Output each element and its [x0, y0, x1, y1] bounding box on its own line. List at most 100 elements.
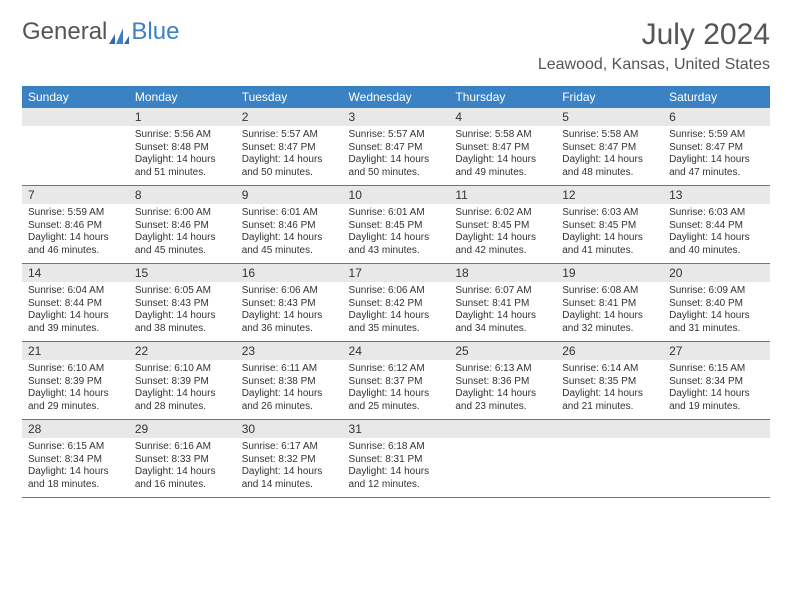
sunset-text: Sunset: 8:40 PM: [669, 298, 764, 311]
sunset-text: Sunset: 8:45 PM: [349, 220, 444, 233]
calendar-page: General Blue July 2024 Leawood, Kansas, …: [0, 0, 792, 612]
sunrise-text: Sunrise: 6:15 AM: [669, 363, 764, 376]
col-sunday: Sunday: [22, 86, 129, 108]
calendar-cell: 14Sunrise: 6:04 AMSunset: 8:44 PMDayligh…: [22, 264, 129, 342]
day-number: 10: [343, 186, 450, 204]
day-content: Sunrise: 6:01 AMSunset: 8:46 PMDaylight:…: [236, 204, 343, 263]
sunset-text: Sunset: 8:47 PM: [669, 142, 764, 155]
day-content: Sunrise: 6:03 AMSunset: 8:45 PMDaylight:…: [556, 204, 663, 263]
sunrise-text: Sunrise: 6:17 AM: [242, 441, 337, 454]
day-content: Sunrise: 6:10 AMSunset: 8:39 PMDaylight:…: [22, 360, 129, 419]
daylight-text: Daylight: 14 hours and 41 minutes.: [562, 232, 657, 257]
day-content: Sunrise: 6:09 AMSunset: 8:40 PMDaylight:…: [663, 282, 770, 341]
day-number: 7: [22, 186, 129, 204]
sunset-text: Sunset: 8:41 PM: [562, 298, 657, 311]
sunset-text: Sunset: 8:43 PM: [242, 298, 337, 311]
daylight-text: Daylight: 14 hours and 51 minutes.: [135, 154, 230, 179]
sunrise-text: Sunrise: 5:58 AM: [455, 129, 550, 142]
calendar-cell: 17Sunrise: 6:06 AMSunset: 8:42 PMDayligh…: [343, 264, 450, 342]
day-number: 12: [556, 186, 663, 204]
sunrise-text: Sunrise: 6:01 AM: [349, 207, 444, 220]
day-number: 23: [236, 342, 343, 360]
day-number: 21: [22, 342, 129, 360]
day-content: Sunrise: 6:15 AMSunset: 8:34 PMDaylight:…: [22, 438, 129, 497]
daylight-text: Daylight: 14 hours and 34 minutes.: [455, 310, 550, 335]
calendar-cell: 5Sunrise: 5:58 AMSunset: 8:47 PMDaylight…: [556, 108, 663, 186]
sunrise-text: Sunrise: 6:18 AM: [349, 441, 444, 454]
day-content: Sunrise: 6:07 AMSunset: 8:41 PMDaylight:…: [449, 282, 556, 341]
calendar-cell: 23Sunrise: 6:11 AMSunset: 8:38 PMDayligh…: [236, 342, 343, 420]
day-content: Sunrise: 5:58 AMSunset: 8:47 PMDaylight:…: [449, 126, 556, 185]
day-content: [663, 438, 770, 490]
calendar-body: 1Sunrise: 5:56 AMSunset: 8:48 PMDaylight…: [22, 108, 770, 498]
daylight-text: Daylight: 14 hours and 49 minutes.: [455, 154, 550, 179]
calendar-row: 14Sunrise: 6:04 AMSunset: 8:44 PMDayligh…: [22, 264, 770, 342]
day-content: Sunrise: 5:59 AMSunset: 8:47 PMDaylight:…: [663, 126, 770, 185]
day-content: Sunrise: 6:12 AMSunset: 8:37 PMDaylight:…: [343, 360, 450, 419]
sunrise-text: Sunrise: 5:57 AM: [242, 129, 337, 142]
day-content: Sunrise: 5:59 AMSunset: 8:46 PMDaylight:…: [22, 204, 129, 263]
day-number: 6: [663, 108, 770, 126]
day-content: Sunrise: 6:14 AMSunset: 8:35 PMDaylight:…: [556, 360, 663, 419]
calendar-cell: 13Sunrise: 6:03 AMSunset: 8:44 PMDayligh…: [663, 186, 770, 264]
day-number: 3: [343, 108, 450, 126]
day-content: [556, 438, 663, 490]
daylight-text: Daylight: 14 hours and 14 minutes.: [242, 466, 337, 491]
sunset-text: Sunset: 8:43 PM: [135, 298, 230, 311]
daylight-text: Daylight: 14 hours and 25 minutes.: [349, 388, 444, 413]
sunrise-text: Sunrise: 6:10 AM: [135, 363, 230, 376]
sunset-text: Sunset: 8:44 PM: [669, 220, 764, 233]
daylight-text: Daylight: 14 hours and 48 minutes.: [562, 154, 657, 179]
sunset-text: Sunset: 8:45 PM: [455, 220, 550, 233]
sunset-text: Sunset: 8:47 PM: [455, 142, 550, 155]
daylight-text: Daylight: 14 hours and 36 minutes.: [242, 310, 337, 335]
sunrise-text: Sunrise: 6:12 AM: [349, 363, 444, 376]
day-content: Sunrise: 6:11 AMSunset: 8:38 PMDaylight:…: [236, 360, 343, 419]
calendar-cell: 12Sunrise: 6:03 AMSunset: 8:45 PMDayligh…: [556, 186, 663, 264]
day-number: [556, 420, 663, 438]
sunrise-text: Sunrise: 6:00 AM: [135, 207, 230, 220]
day-number: [663, 420, 770, 438]
sunrise-text: Sunrise: 6:04 AM: [28, 285, 123, 298]
calendar-cell: 18Sunrise: 6:07 AMSunset: 8:41 PMDayligh…: [449, 264, 556, 342]
title-block: July 2024 Leawood, Kansas, United States: [538, 18, 770, 74]
header-row: General Blue July 2024 Leawood, Kansas, …: [22, 18, 770, 74]
day-content: Sunrise: 6:00 AMSunset: 8:46 PMDaylight:…: [129, 204, 236, 263]
daylight-text: Daylight: 14 hours and 46 minutes.: [28, 232, 123, 257]
day-content: Sunrise: 6:06 AMSunset: 8:42 PMDaylight:…: [343, 282, 450, 341]
col-wednesday: Wednesday: [343, 86, 450, 108]
day-number: [22, 108, 129, 126]
calendar-cell: 6Sunrise: 5:59 AMSunset: 8:47 PMDaylight…: [663, 108, 770, 186]
sunrise-text: Sunrise: 5:57 AM: [349, 129, 444, 142]
calendar-cell: 28Sunrise: 6:15 AMSunset: 8:34 PMDayligh…: [22, 420, 129, 498]
daylight-text: Daylight: 14 hours and 35 minutes.: [349, 310, 444, 335]
sunset-text: Sunset: 8:38 PM: [242, 376, 337, 389]
day-content: Sunrise: 6:15 AMSunset: 8:34 PMDaylight:…: [663, 360, 770, 419]
sunrise-text: Sunrise: 6:02 AM: [455, 207, 550, 220]
day-number: 2: [236, 108, 343, 126]
day-number: 29: [129, 420, 236, 438]
logo-text-general: General: [22, 18, 107, 46]
calendar-cell: 26Sunrise: 6:14 AMSunset: 8:35 PMDayligh…: [556, 342, 663, 420]
day-number: 13: [663, 186, 770, 204]
daylight-text: Daylight: 14 hours and 19 minutes.: [669, 388, 764, 413]
day-number: 27: [663, 342, 770, 360]
month-title: July 2024: [538, 18, 770, 52]
day-content: Sunrise: 6:05 AMSunset: 8:43 PMDaylight:…: [129, 282, 236, 341]
sunset-text: Sunset: 8:34 PM: [28, 454, 123, 467]
calendar-row: 21Sunrise: 6:10 AMSunset: 8:39 PMDayligh…: [22, 342, 770, 420]
day-content: Sunrise: 5:58 AMSunset: 8:47 PMDaylight:…: [556, 126, 663, 185]
calendar-head: Sunday Monday Tuesday Wednesday Thursday…: [22, 86, 770, 108]
day-content: Sunrise: 6:08 AMSunset: 8:41 PMDaylight:…: [556, 282, 663, 341]
daylight-text: Daylight: 14 hours and 26 minutes.: [242, 388, 337, 413]
sunrise-text: Sunrise: 5:56 AM: [135, 129, 230, 142]
sunset-text: Sunset: 8:39 PM: [28, 376, 123, 389]
sunrise-text: Sunrise: 6:11 AM: [242, 363, 337, 376]
calendar-cell: 21Sunrise: 6:10 AMSunset: 8:39 PMDayligh…: [22, 342, 129, 420]
sunset-text: Sunset: 8:46 PM: [28, 220, 123, 233]
day-content: Sunrise: 6:10 AMSunset: 8:39 PMDaylight:…: [129, 360, 236, 419]
day-content: Sunrise: 6:01 AMSunset: 8:45 PMDaylight:…: [343, 204, 450, 263]
day-number: 28: [22, 420, 129, 438]
day-content: Sunrise: 5:57 AMSunset: 8:47 PMDaylight:…: [236, 126, 343, 185]
sunset-text: Sunset: 8:31 PM: [349, 454, 444, 467]
